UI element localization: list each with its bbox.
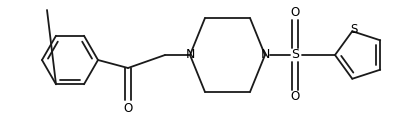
Text: S: S bbox=[291, 48, 299, 62]
Text: O: O bbox=[123, 102, 133, 116]
Text: N: N bbox=[260, 48, 270, 62]
Text: O: O bbox=[290, 90, 300, 104]
Text: N: N bbox=[185, 48, 195, 62]
Text: S: S bbox=[350, 23, 358, 36]
Text: O: O bbox=[290, 6, 300, 20]
